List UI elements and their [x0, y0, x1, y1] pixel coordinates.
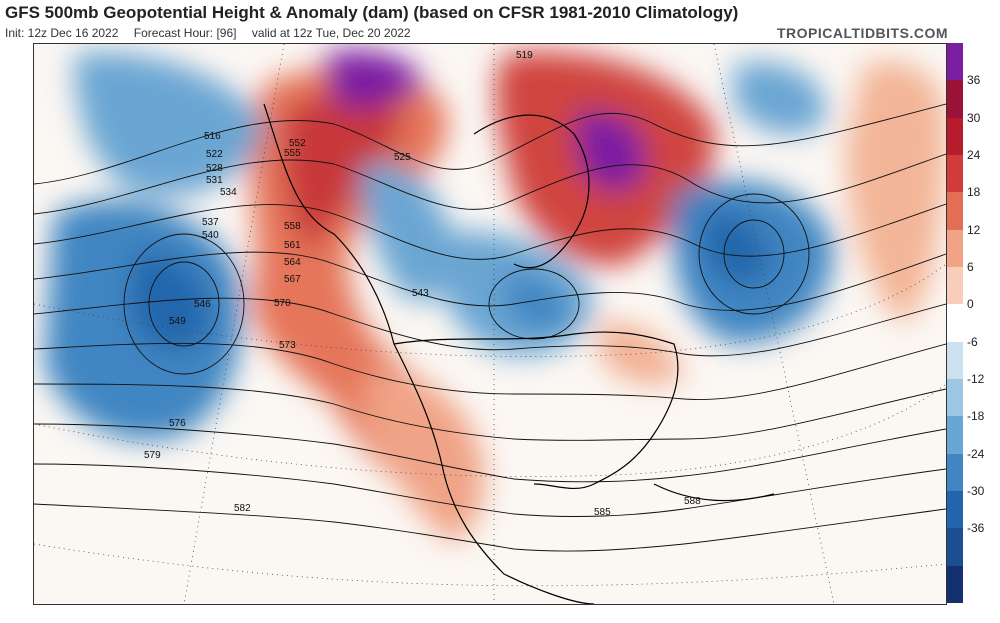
- height-label: 531: [206, 175, 223, 186]
- colorbar: 36 30 24 18 12 6 0 -6 -12 -18 -24 -30 -36: [947, 43, 1000, 604]
- map-subtitle: Init: 12z Dec 16 2022 Forecast Hour: [96…: [5, 26, 423, 40]
- colorbar-tick-label: -12: [967, 372, 985, 386]
- colorbar-bin: [947, 491, 963, 529]
- colorbar-bin: [947, 453, 963, 492]
- colorbar-bin: [947, 416, 963, 455]
- colorbar-tick-label: -6: [967, 334, 978, 349]
- map-panel: 516 522 528 531 534 537 540 546 549 552 …: [33, 43, 947, 605]
- colorbar-tick-label: -36: [967, 521, 985, 536]
- colorbar-bin: [947, 117, 963, 156]
- height-contours: [34, 103, 946, 552]
- height-label: 552: [289, 138, 306, 149]
- height-label: 519: [516, 50, 533, 61]
- height-label: 522: [206, 149, 223, 160]
- colorbar-bin: [947, 341, 963, 380]
- colorbar-tick-label: 0: [967, 297, 974, 312]
- height-label: 549: [169, 316, 186, 327]
- anomaly-field: [44, 50, 946, 544]
- map-canvas: 516 522 528 531 534 537 540 546 549 552 …: [34, 44, 946, 604]
- forecast-hour: Forecast Hour: [96]: [133, 26, 237, 40]
- height-label: 588: [684, 496, 701, 507]
- graticule: [34, 44, 946, 604]
- height-label: 543: [412, 288, 429, 299]
- height-label: 534: [220, 187, 237, 198]
- colorbar-bin: [947, 528, 963, 567]
- map-title: GFS 500mb Geopotential Height & Anomaly …: [5, 3, 739, 22]
- colorbar-tick-label: 30: [967, 110, 981, 125]
- colorbar-bin: [947, 229, 963, 268]
- colorbar-bin: [947, 565, 963, 604]
- height-label: 555: [284, 148, 301, 159]
- height-label: 573: [279, 340, 296, 351]
- valid-time: valid at 12z Tue, Dec 20 2022: [251, 26, 411, 40]
- colorbar-bin: [947, 80, 963, 119]
- colorbar-bin: [947, 43, 963, 81]
- colorbar-tick-label: 36: [967, 73, 981, 88]
- colorbar-tick-label: -18: [967, 409, 985, 424]
- brand-watermark: TROPICALTIDBITS.COM: [776, 25, 948, 41]
- colorbar-bin: [947, 304, 963, 343]
- colorbar-bin: [947, 155, 963, 193]
- colorbar-tick-label: 18: [967, 185, 981, 200]
- height-label: 558: [284, 221, 301, 232]
- colorbar-tick-label: -24: [967, 446, 985, 461]
- height-label: 585: [594, 507, 611, 518]
- colorbar-tick-label: 24: [967, 148, 981, 162]
- height-label: 516: [204, 131, 221, 142]
- height-label: 525: [394, 152, 411, 163]
- height-label: 567: [284, 274, 301, 285]
- colorbar-bin: [947, 192, 963, 231]
- height-label: 546: [194, 299, 211, 310]
- height-label: 579: [144, 450, 161, 461]
- colorbar-bin: [947, 379, 963, 417]
- init-time: Init: 12z Dec 16 2022: [5, 26, 119, 40]
- height-label: 537: [202, 217, 219, 228]
- height-label: 564: [284, 257, 301, 268]
- height-label: 561: [284, 240, 301, 251]
- colorbar-tick-label: -30: [967, 484, 985, 498]
- height-label: 528: [206, 163, 223, 174]
- coastlines: [263, 103, 775, 604]
- colorbar-tick-label: 12: [967, 222, 981, 237]
- height-label: 576: [169, 418, 186, 429]
- contour-labels: 516 522 528 531 534 537 540 546 549 552 …: [144, 50, 701, 518]
- height-label: 570: [274, 298, 291, 309]
- colorbar-bin: [947, 267, 963, 305]
- height-label: 540: [202, 230, 219, 241]
- height-label: 582: [234, 503, 251, 514]
- colorbar-tick-label: 6: [967, 260, 974, 274]
